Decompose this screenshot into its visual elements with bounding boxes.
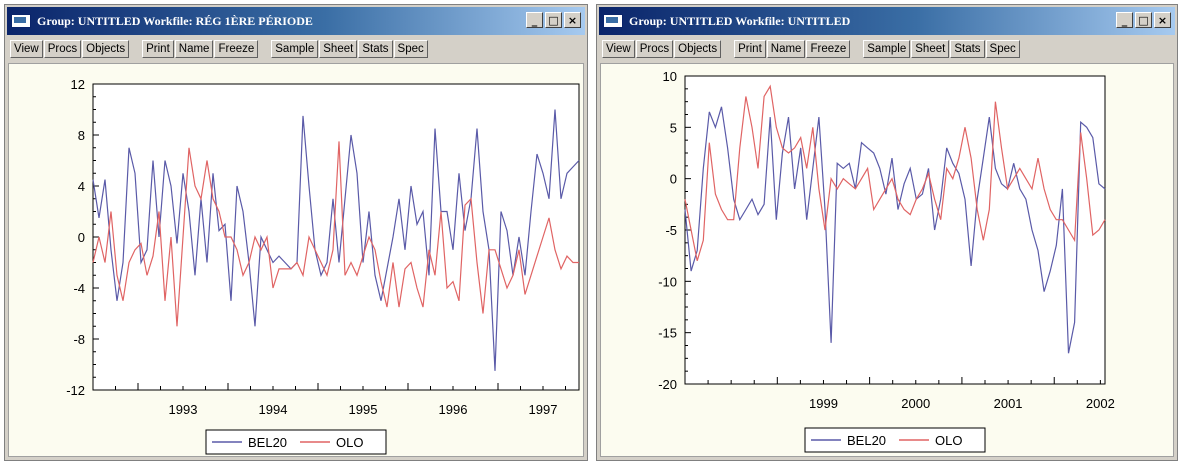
x-tick-label: 1995 [349, 402, 378, 417]
y-tick-label: -10 [658, 274, 677, 289]
legend-label-bel20: BEL20 [847, 433, 886, 448]
y-tick-label: 0 [670, 172, 677, 187]
sheet-button[interactable]: Sheet [319, 40, 358, 58]
series-line-olo [684, 84, 1106, 261]
line-chart: 10 5 0 -5 -10 -15 -20 1999 2000 2001 2002 BEL20 OLO [658, 69, 1115, 453]
graph-area: 12 8 4 0 -4 -8 -12 1993 1994 1995 1996 1997 BEL20 OLO [8, 63, 584, 457]
x-tick-label: 1994 [259, 402, 288, 417]
close-button[interactable]: × [564, 12, 581, 28]
y-tick-label: -15 [658, 326, 677, 341]
x-tick-label: 2000 [901, 396, 930, 411]
y-tick-label: -12 [66, 383, 85, 398]
freeze-button[interactable]: Freeze [214, 40, 259, 58]
print-button[interactable]: Print [734, 40, 766, 58]
y-tick-label: 0 [78, 230, 85, 245]
objects-button[interactable]: Objects [674, 40, 722, 58]
window-icon [11, 14, 31, 28]
series-line-bel20 [684, 106, 1106, 354]
legend-label-olo: OLO [336, 435, 363, 450]
window-title: Group: UNTITLED Workfile: RÉG 1ÈRE PÉRIO… [37, 13, 313, 28]
maximize-button[interactable]: □ [1135, 12, 1152, 28]
stats-button[interactable]: Stats [358, 40, 393, 58]
x-tick-label: 1993 [169, 402, 198, 417]
toolbar: View Procs Objects Print Name Freeze Sam… [599, 37, 1175, 61]
y-tick-label: -8 [73, 332, 85, 347]
group-window-right: Group: UNTITLED Workfile: UNTITLED _ □ ×… [596, 4, 1178, 461]
x-tick-label: 1997 [529, 402, 558, 417]
x-tick-label: 1999 [809, 396, 838, 411]
freeze-button[interactable]: Freeze [806, 40, 851, 58]
sheet-button[interactable]: Sheet [911, 40, 950, 58]
maximize-button[interactable]: □ [545, 12, 562, 28]
group-window-left: Group: UNTITLED Workfile: RÉG 1ÈRE PÉRIO… [4, 4, 588, 461]
print-button[interactable]: Print [142, 40, 174, 58]
legend: BEL20 OLO [804, 427, 986, 453]
x-tick-label: 2002 [1086, 396, 1115, 411]
graph-area: 10 5 0 -5 -10 -15 -20 1999 2000 2001 2002 BEL20 OLO [600, 63, 1174, 457]
y-tick-label: 12 [71, 77, 85, 92]
x-tick-label: 2001 [994, 396, 1023, 411]
view-button[interactable]: View [602, 40, 635, 58]
y-tick-label: 8 [78, 128, 85, 143]
series-line-olo [92, 141, 579, 327]
procs-button[interactable]: Procs [635, 40, 674, 58]
y-tick-label: 4 [78, 179, 85, 194]
title-bar[interactable]: Group: UNTITLED Workfile: RÉG 1ÈRE PÉRIO… [7, 7, 585, 35]
sample-button[interactable]: Sample [271, 40, 319, 58]
legend-label-olo: OLO [935, 433, 962, 448]
legend-label-bel20: BEL20 [248, 435, 287, 450]
title-bar[interactable]: Group: UNTITLED Workfile: UNTITLED _ □ × [599, 7, 1175, 35]
window-title: Group: UNTITLED Workfile: UNTITLED [629, 13, 851, 28]
spec-button[interactable]: Spec [985, 40, 1020, 58]
y-tick-label: -5 [665, 223, 677, 238]
objects-button[interactable]: Objects [82, 40, 130, 58]
legend: BEL20 OLO [205, 429, 387, 455]
sample-button[interactable]: Sample [863, 40, 911, 58]
name-button[interactable]: Name [766, 40, 806, 58]
plot-frame [684, 75, 1106, 385]
stats-button[interactable]: Stats [950, 40, 985, 58]
x-tick-label: 1996 [439, 402, 468, 417]
y-tick-label: -20 [658, 377, 677, 392]
y-tick-label: 5 [670, 120, 677, 135]
name-button[interactable]: Name [174, 40, 214, 58]
y-tick-label: -4 [73, 281, 85, 296]
spec-button[interactable]: Spec [393, 40, 428, 58]
y-tick-label: 10 [663, 69, 677, 84]
view-button[interactable]: View [10, 40, 43, 58]
toolbar: View Procs Objects Print Name Freeze Sam… [7, 37, 585, 61]
procs-button[interactable]: Procs [43, 40, 82, 58]
line-chart: 12 8 4 0 -4 -8 -12 1993 1994 1995 1996 1997 BEL20 OLO [66, 77, 580, 455]
minimize-button[interactable]: _ [526, 12, 543, 28]
series-line-bel20 [92, 109, 580, 371]
window-icon [603, 14, 623, 28]
minimize-button[interactable]: _ [1116, 12, 1133, 28]
close-button[interactable]: × [1154, 12, 1171, 28]
